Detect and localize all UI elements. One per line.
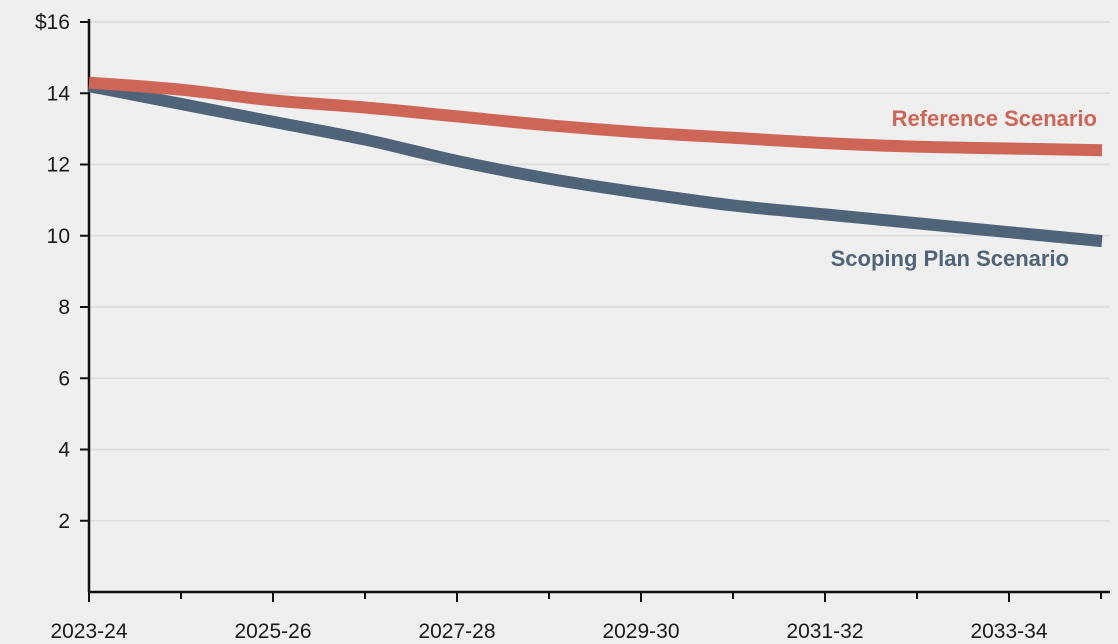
x-tick-label: 2027-28: [418, 620, 495, 643]
scoping-plan-scenario-label: Scoping Plan Scenario: [831, 246, 1069, 271]
x-axis-ticks: 2023-24 2025-26 2027-28 2029-30 2031-32 2033-…: [50, 592, 1102, 643]
series-labels: Reference Scenario Scoping Plan Scenario: [831, 106, 1097, 271]
y-axis-ticks: $16 14 12 10 8 6 4 2: [35, 11, 89, 533]
scoping-plan-scenario-line: [87, 80, 1103, 248]
reference-scenario-label: Reference Scenario: [892, 106, 1097, 131]
x-tick-label: 2031-32: [786, 620, 863, 643]
x-tick-label: 2029-30: [602, 620, 679, 643]
x-tick-label: 2023-24: [50, 620, 127, 643]
series-lines: [87, 76, 1103, 248]
reference-scenario-line: [88, 76, 1103, 157]
y-tick-label: 10: [47, 225, 70, 248]
y-tick-label: 12: [47, 154, 70, 177]
y-tick-label: 2: [58, 510, 70, 533]
y-tick-label: 4: [58, 439, 70, 462]
y-tick-label: 6: [58, 367, 70, 390]
x-tick-label: 2033-34: [970, 620, 1047, 643]
y-tick-label: $16: [35, 11, 70, 34]
axes: [87, 19, 1110, 594]
y-tick-label: 8: [58, 296, 70, 319]
x-tick-label: 2025-26: [234, 620, 311, 643]
y-tick-label: 14: [47, 82, 71, 105]
